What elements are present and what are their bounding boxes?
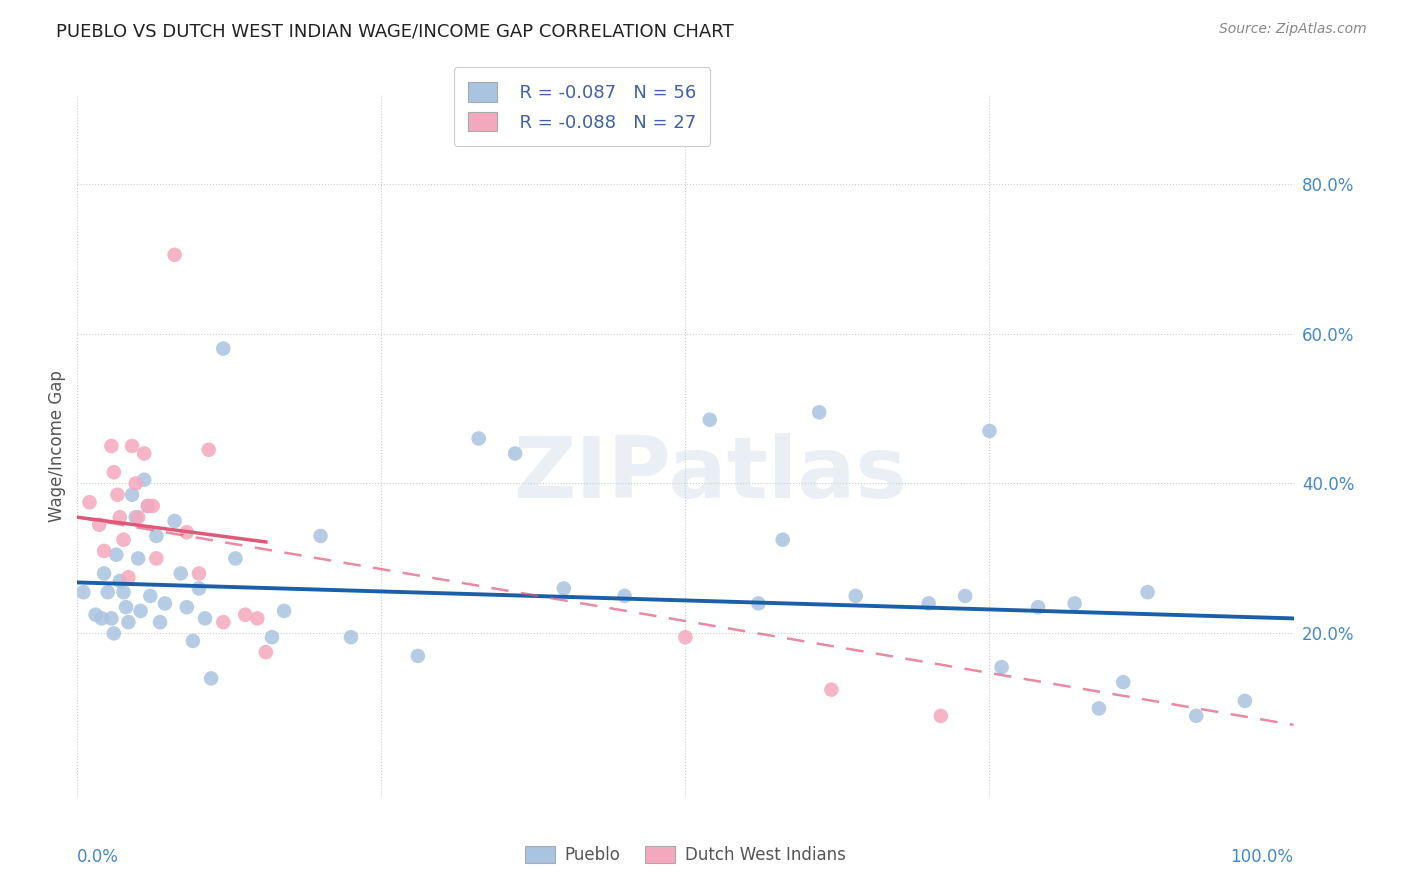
Point: [188, 566, 211, 581]
Point: [176, 600, 198, 615]
Point: [747, 596, 769, 610]
Point: [340, 630, 363, 644]
Point: [929, 709, 952, 723]
Text: 0.0%: 0.0%: [77, 847, 120, 865]
Point: [170, 566, 193, 581]
Point: [105, 548, 128, 562]
Text: PUEBLO VS DUTCH WEST INDIAN WAGE/INCOME GAP CORRELATION CHART: PUEBLO VS DUTCH WEST INDIAN WAGE/INCOME …: [56, 22, 734, 40]
Point: [1136, 585, 1159, 599]
Point: [309, 529, 332, 543]
Point: [273, 604, 295, 618]
Point: [107, 488, 129, 502]
Point: [553, 582, 575, 596]
Point: [112, 533, 135, 547]
Point: [163, 514, 186, 528]
Point: [108, 510, 131, 524]
Point: [97, 585, 120, 599]
Point: [121, 488, 143, 502]
Point: [212, 342, 235, 356]
Point: [176, 525, 198, 540]
Point: [134, 473, 156, 487]
Point: [127, 510, 149, 524]
Point: [139, 589, 162, 603]
Point: [1063, 596, 1085, 610]
Point: [188, 582, 211, 596]
Point: [136, 499, 159, 513]
Point: [145, 551, 167, 566]
Point: [194, 611, 217, 625]
Point: [772, 533, 794, 547]
Point: [990, 660, 1012, 674]
Point: [1112, 675, 1135, 690]
Point: [93, 544, 115, 558]
Point: [260, 630, 283, 644]
Point: [233, 607, 256, 622]
Point: [820, 682, 842, 697]
Point: [79, 495, 101, 509]
Point: [117, 615, 139, 630]
Point: [1026, 600, 1049, 615]
Text: 100.0%: 100.0%: [1230, 847, 1294, 865]
Y-axis label: Wage/Income Gap: Wage/Income Gap: [48, 370, 66, 522]
Point: [197, 442, 219, 457]
Point: [1233, 694, 1256, 708]
Point: [72, 585, 94, 599]
Point: [117, 570, 139, 584]
Point: [200, 672, 222, 686]
Point: [100, 611, 122, 625]
Point: [115, 600, 138, 615]
Point: [145, 529, 167, 543]
Point: [121, 439, 143, 453]
Point: [84, 607, 107, 622]
Point: [108, 574, 131, 588]
Point: [134, 446, 156, 460]
Point: [467, 432, 489, 446]
Point: [979, 424, 1001, 438]
Point: [675, 630, 697, 644]
Point: [1088, 701, 1111, 715]
Point: [181, 634, 204, 648]
Point: [100, 439, 122, 453]
Point: [136, 499, 159, 513]
Point: [953, 589, 976, 603]
Point: [212, 615, 235, 630]
Point: [90, 611, 112, 625]
Point: [127, 551, 149, 566]
Point: [125, 510, 148, 524]
Point: [93, 566, 115, 581]
Point: [112, 585, 135, 599]
Point: [845, 589, 868, 603]
Point: [103, 626, 125, 640]
Point: [406, 648, 429, 663]
Point: [1185, 709, 1208, 723]
Point: [125, 476, 148, 491]
Text: ZIPatlas: ZIPatlas: [513, 433, 907, 516]
Point: [103, 465, 125, 479]
Point: [129, 604, 152, 618]
Point: [163, 248, 186, 262]
Point: [808, 405, 831, 419]
Text: Source: ZipAtlas.com: Source: ZipAtlas.com: [1219, 22, 1367, 37]
Point: [918, 596, 941, 610]
Point: [153, 596, 176, 610]
Point: [246, 611, 269, 625]
Point: [254, 645, 277, 659]
Point: [224, 551, 246, 566]
Point: [699, 413, 721, 427]
Legend: Pueblo, Dutch West Indians: Pueblo, Dutch West Indians: [517, 839, 853, 871]
Point: [142, 499, 165, 513]
Point: [503, 446, 526, 460]
Point: [613, 589, 636, 603]
Point: [89, 517, 111, 532]
Point: [149, 615, 172, 630]
